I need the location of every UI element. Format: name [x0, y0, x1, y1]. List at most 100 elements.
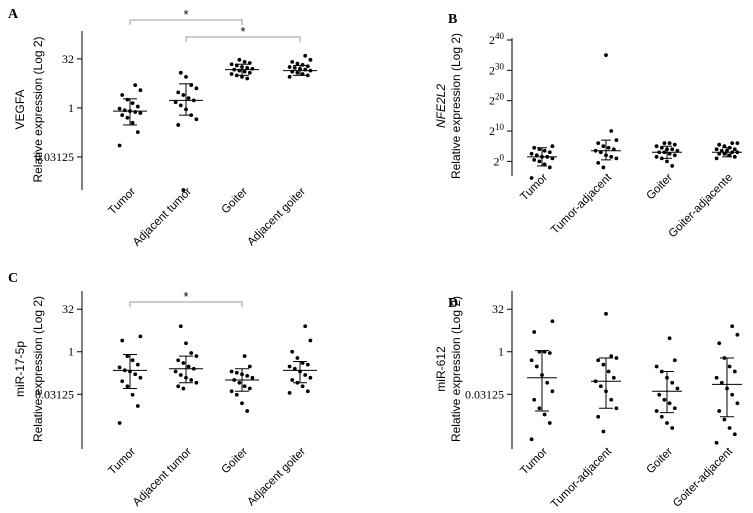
data-point-goiter-adjacente [714, 147, 719, 152]
data-point-goiter [247, 70, 252, 75]
data-point-tumor [534, 153, 539, 158]
y-tick-label: 230 [489, 61, 505, 77]
data-point-goiter-adjacente [717, 151, 722, 156]
data-point-adjacent-tumor [186, 364, 191, 369]
data-point-tumor-adjacent [609, 397, 614, 402]
gene-label: miR-612 [434, 346, 448, 392]
data-point-goiter-adjacente [735, 141, 740, 146]
y-tick-label: 1 [498, 345, 504, 359]
data-point-goiter [657, 392, 662, 397]
data-point-adjacent-goiter [308, 338, 313, 343]
category-label-adjacent-tumor: Adjacent tumor [131, 446, 194, 509]
data-point-goiter [672, 358, 677, 363]
data-point-adjacent-goiter [287, 65, 292, 69]
data-point-tumor-adjacent [596, 141, 601, 146]
y-axis-label: Relative expression (Log 2) [31, 36, 45, 182]
data-point-tumor [532, 157, 537, 162]
data-point-tumor [125, 115, 130, 120]
data-point-adjacent-goiter [303, 53, 308, 58]
data-point-goiter [250, 375, 255, 380]
data-point-goiter [659, 414, 664, 419]
data-point-goiter [237, 380, 242, 385]
data-point-tumor [130, 358, 135, 363]
data-point-goiter-adjacent [717, 409, 722, 413]
y-axis-label: Relative expression (Log 2) [449, 296, 463, 442]
category-label-goiter: Goiter [644, 172, 675, 203]
data-point-goiter-adjacent [735, 332, 740, 337]
data-point-tumor [138, 375, 143, 380]
data-point-adjacent-goiter [287, 74, 292, 79]
data-point-adjacent-tumor [178, 70, 183, 75]
data-point-tumor [120, 338, 125, 343]
data-point-tumor [542, 162, 547, 167]
data-point-tumor [120, 113, 125, 118]
data-point-adjacent-goiter [290, 378, 295, 382]
data-point-adjacent-goiter [300, 384, 305, 389]
data-point-goiter [667, 401, 672, 406]
gene-label: miR-17-5p [13, 341, 27, 397]
data-point-adjacent-goiter [295, 356, 300, 360]
data-point-goiter [245, 409, 250, 413]
data-point-adjacent-goiter [305, 64, 310, 69]
data-point-tumor [529, 176, 534, 180]
data-point-goiter [659, 145, 664, 150]
data-point-adjacent-tumor [176, 384, 181, 389]
data-point-adjacent-tumor [173, 369, 178, 374]
y-tick-label: 32 [62, 302, 74, 316]
data-point-goiter-adjacent [717, 341, 722, 346]
data-point-goiter-adjacente [714, 156, 719, 161]
category-label-goiter: Goiter [644, 446, 675, 477]
category-label-tumor-adjacent: Tumor-adjacent [549, 445, 615, 511]
data-point-goiter-adjacente [722, 144, 727, 149]
data-point-adjacent-goiter [290, 349, 295, 354]
data-point-goiter [670, 380, 675, 385]
data-point-adjacent-tumor [176, 358, 181, 363]
category-label-tumor: Tumor [106, 186, 138, 218]
data-point-goiter [667, 151, 672, 156]
data-point-tumor [120, 93, 125, 97]
data-point-adjacent-goiter [295, 61, 300, 66]
data-point-tumor [138, 111, 143, 115]
data-point-goiter-adjacent [730, 392, 735, 397]
data-point-goiter-adjacent [722, 417, 727, 422]
y-tick-label: 0.03125 [35, 387, 74, 401]
data-point-tumor-adjacent [601, 165, 606, 170]
data-point-adjacent-tumor [173, 100, 178, 105]
data-point-adjacent-tumor [184, 341, 188, 346]
data-point-tumor-adjacent [611, 375, 616, 380]
data-point-goiter-adjacente [730, 141, 735, 146]
data-point-tumor-adjacent [601, 144, 606, 149]
data-point-tumor [550, 319, 555, 324]
data-point-tumor [125, 384, 130, 389]
y-tick-label: 32 [492, 302, 504, 316]
data-point-tumor [130, 101, 135, 106]
data-point-tumor [135, 104, 140, 109]
data-point-tumor [130, 392, 135, 397]
data-point-goiter [234, 392, 239, 397]
data-point-adjacent-tumor [178, 103, 183, 108]
data-point-goiter [667, 141, 672, 146]
data-point-goiter [229, 62, 234, 67]
data-point-goiter [659, 156, 664, 161]
data-point-adjacent-tumor [194, 117, 199, 122]
category-label-tumor: Tumor [106, 446, 138, 478]
data-point-adjacent-goiter [292, 65, 297, 70]
data-point-adjacent-goiter [303, 324, 308, 329]
data-point-adjacent-tumor [189, 378, 194, 382]
data-point-goiter [229, 389, 234, 394]
category-label-goiter: Goiter [219, 446, 250, 477]
data-point-goiter [229, 369, 234, 374]
data-point-adjacent-tumor [178, 373, 183, 377]
data-point-tumor-adjacent [604, 311, 608, 316]
panel-c: C 32 1 0.03125 miR-17-5p Relative expression … [8, 271, 317, 509]
data-point-adjacent-goiter [300, 62, 305, 67]
data-point-goiter [662, 397, 667, 402]
y-tick-label: 0.03125 [465, 387, 504, 401]
gene-label: VEGFA [13, 89, 27, 129]
data-point-tumor [135, 362, 140, 367]
data-point-goiter [670, 164, 675, 168]
data-point-tumor [130, 120, 135, 125]
data-point-goiter [672, 142, 677, 147]
data-point-tumor [537, 406, 542, 411]
data-point-adjacent-goiter [305, 73, 310, 78]
